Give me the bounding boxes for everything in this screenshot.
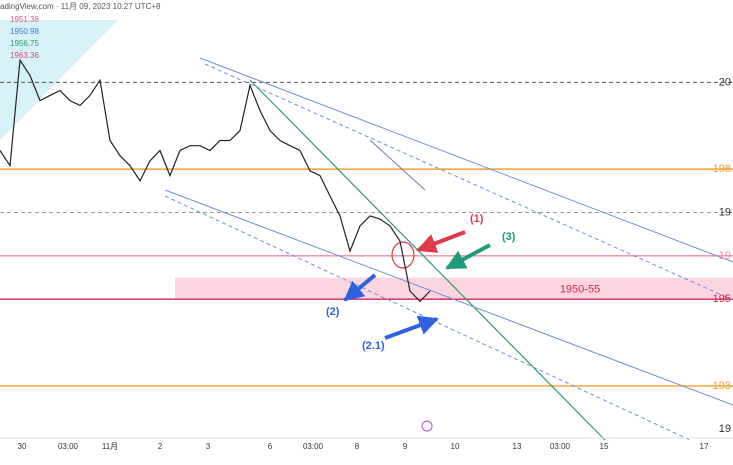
x-tick-label: 17	[700, 442, 709, 451]
channel-line	[164, 189, 733, 406]
y-tick-label: 19	[719, 250, 731, 262]
channel-line	[199, 57, 733, 263]
trend-line	[249, 79, 606, 441]
x-tick-label: 03:00	[303, 442, 324, 451]
x-tick-label: 2	[158, 442, 163, 451]
price-line	[0, 58, 431, 303]
x-tick-label: 10	[451, 442, 460, 451]
annotation: (3)	[502, 231, 516, 243]
y-tick-label: 198	[713, 163, 731, 175]
highlight-circle	[391, 241, 415, 269]
y-tick-label: 193	[713, 380, 731, 392]
header: adingView.com · 11月 09, 2023 10:27 UTC+8	[0, 2, 161, 11]
x-tick-label: 15	[600, 442, 609, 451]
legend-value: 1956.75	[10, 39, 39, 48]
triangle-drawing	[0, 20, 118, 140]
annotation: (1)	[470, 213, 484, 225]
arrow	[416, 230, 466, 253]
arrow	[343, 273, 377, 302]
x-tick-label: 03:00	[58, 442, 79, 451]
annotation: (2)	[326, 306, 340, 318]
x-tick-label: 30	[18, 442, 27, 451]
annotation: (2.1)	[362, 340, 385, 352]
ma-line	[369, 139, 426, 191]
x-tick-label: 03:00	[550, 442, 571, 451]
legend-value: 1963.36	[10, 51, 39, 60]
y-tick-label: 20	[719, 76, 731, 88]
arrow	[384, 315, 439, 340]
x-tick-label: 11月	[102, 442, 118, 451]
x-tick-label: 13	[513, 442, 522, 451]
channel-line	[164, 195, 691, 441]
zone	[175, 277, 733, 300]
x-tick-label: 3	[206, 442, 211, 451]
legend-value: 1950.98	[10, 27, 39, 36]
x-tick-label: 8	[355, 442, 360, 451]
x-tick-label: 9	[403, 442, 408, 451]
legend-value: 1951.38	[10, 15, 39, 24]
zone-label: 1950-55	[560, 283, 600, 295]
arrow	[445, 243, 491, 270]
y-tick-label: 195	[713, 293, 731, 305]
y-tick-label: 19	[719, 423, 731, 435]
x-tick-label: 6	[268, 442, 273, 451]
y-tick-label: 19	[719, 206, 731, 218]
channel-line	[204, 63, 733, 301]
event-icon	[421, 420, 433, 432]
